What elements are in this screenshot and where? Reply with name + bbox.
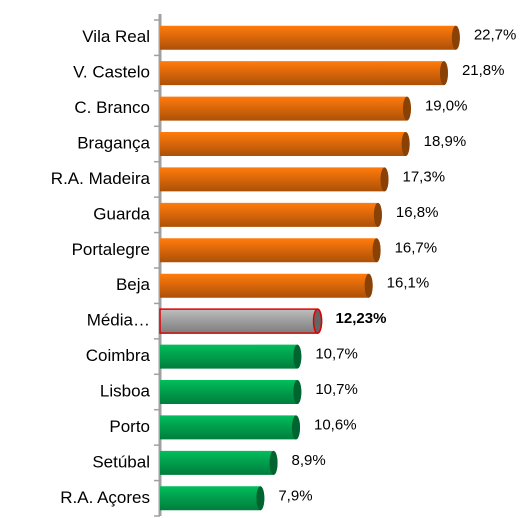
value-label: 10,6% [314,416,357,433]
value-label: 16,1% [387,275,430,292]
bar [160,202,382,227]
value-label: 21,8% [462,62,505,79]
bar [160,132,410,156]
category-label: Bragança [77,133,150,152]
bar [160,344,302,369]
bar-cap [402,96,411,121]
bar [160,486,265,511]
category-label: Média… [87,311,150,330]
category-label: R.A. Açores [60,488,150,507]
category-label: C. Branco [74,98,150,117]
category-label: V. Castelo [73,63,150,82]
bar-cap [293,380,302,404]
category-label: Vila Real [82,27,150,46]
value-label: 22,7% [474,27,517,44]
category-label: Beja [116,275,151,294]
value-label: 12,23% [336,310,387,327]
value-label: 18,9% [424,133,467,150]
value-label: 19,0% [425,98,468,115]
category-label: Portalegre [72,240,150,259]
bar-cap [439,61,448,86]
bar [160,96,411,121]
bar-cap [292,415,301,440]
bar [160,380,302,404]
category-label: Porto [109,417,150,436]
bar [160,273,373,298]
value-label: 16,8% [396,204,439,221]
bar-cap [380,167,389,192]
bar-cap [256,486,265,511]
bar [160,25,460,50]
bar-cap [269,450,278,475]
bar [160,238,381,263]
value-label: 8,9% [292,452,326,469]
bar-cap [401,132,410,156]
bar [160,167,389,192]
category-label: R.A. Madeira [51,169,151,188]
bar-cap [372,238,381,263]
category-label: Setúbal [92,452,150,471]
bar [160,61,448,86]
value-label: 7,9% [278,487,312,504]
bar-cap [373,202,382,227]
value-label: 10,7% [315,346,358,363]
category-label: Coimbra [86,346,151,365]
value-label: 16,7% [395,239,438,256]
category-label: Lisboa [100,381,151,400]
bar [160,415,301,440]
bar-cap [364,273,373,298]
value-label: 17,3% [403,168,446,185]
value-label: 10,7% [315,381,358,398]
bar [160,450,278,475]
bar-cap [451,25,460,50]
bar-cap [293,344,302,369]
bar-cap [312,308,323,334]
bar [159,308,323,334]
category-label: Guarda [93,204,150,223]
